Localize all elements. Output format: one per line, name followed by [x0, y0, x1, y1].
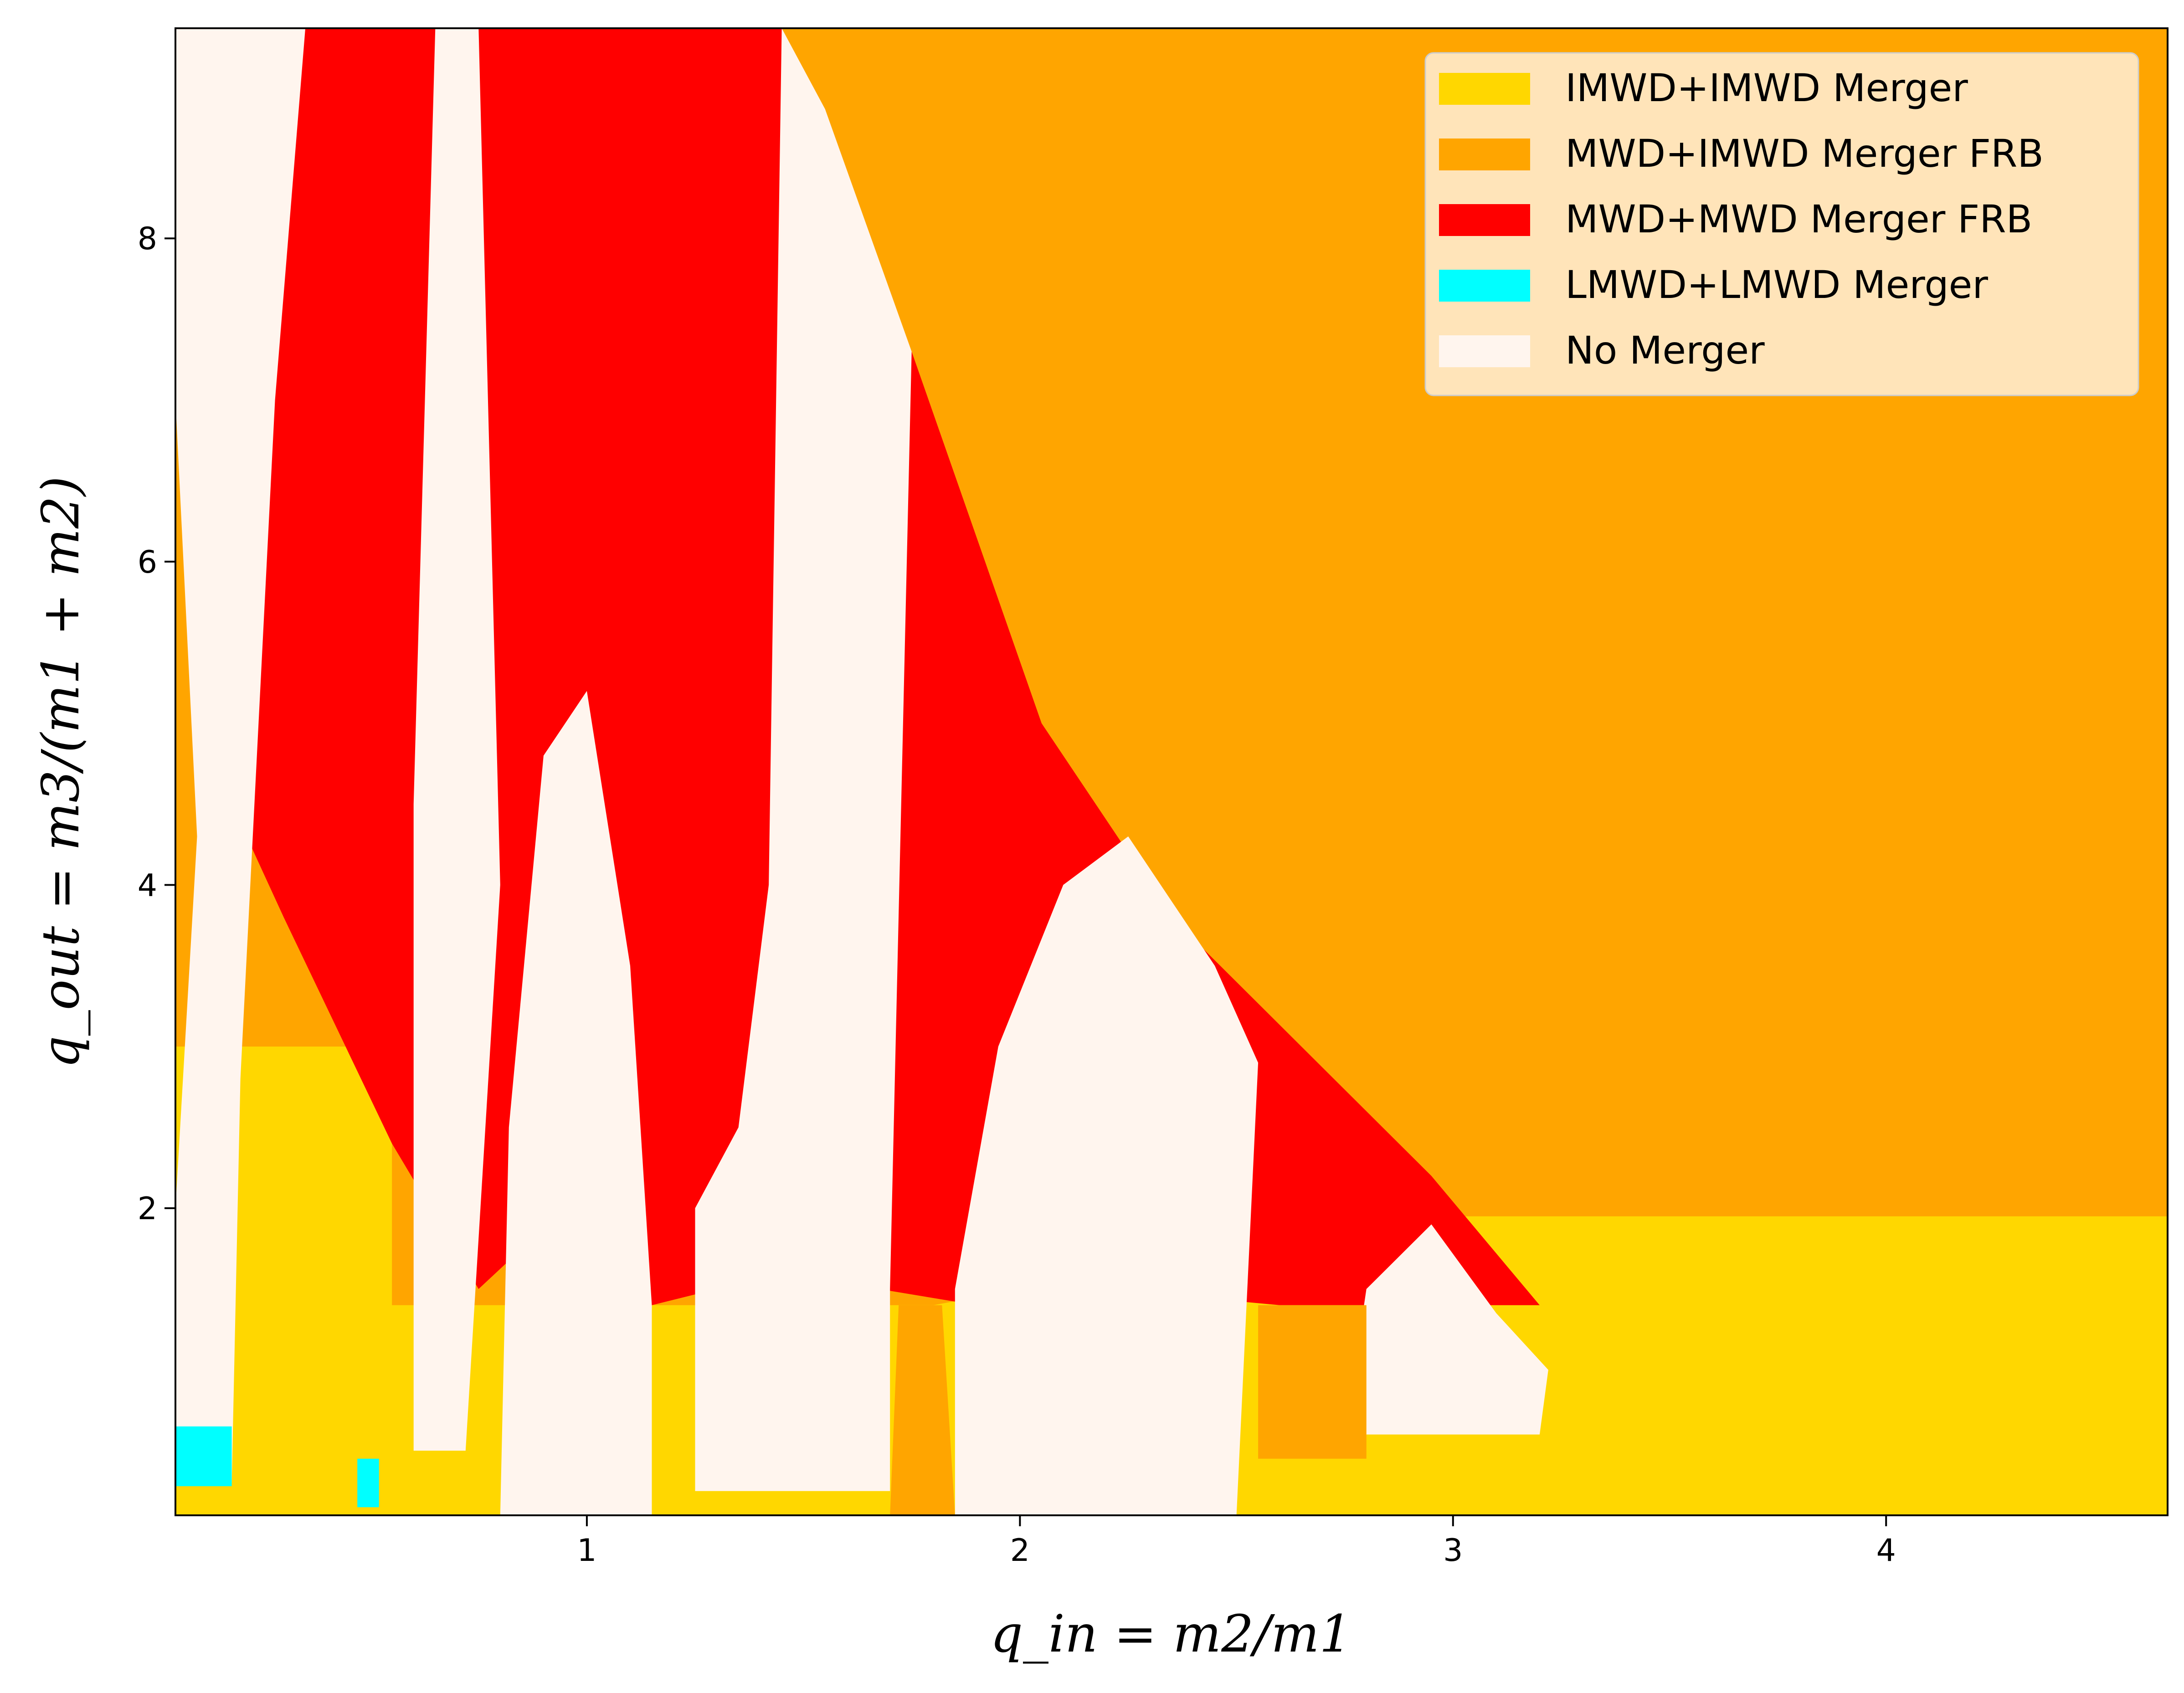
x-tick-label: 4 [1876, 1533, 1896, 1569]
legend-swatch-mwd-mwd-frb [1439, 204, 1530, 236]
legend-label-mwd-imwd-frb: MWD+IMWD Merger FRB [1565, 131, 2044, 176]
legend-box [1424, 52, 2139, 396]
x-axis-label: q_in = m2/m1 [990, 1605, 1352, 1664]
y-tick-label: 6 [138, 544, 157, 580]
region-mwd-imwd-frb-11 [1258, 1305, 1367, 1459]
legend-label-lmwd-lmwd: LMWD+LMWD Merger [1565, 262, 1988, 307]
y-axis-label: q_out = m3/(m1 + m2) [31, 476, 91, 1068]
heatmap-regions [175, 28, 2168, 1515]
legend-label-no-merger: No Merger [1565, 328, 1765, 373]
region-lmwd-lmwd-12 [175, 1426, 232, 1487]
y-tick-label: 4 [138, 867, 157, 903]
legend-label-imwd-imwd: IMWD+IMWD Merger [1565, 66, 1968, 110]
x-tick-label: 1 [577, 1533, 596, 1569]
region-no-merger-5 [413, 28, 500, 1451]
region-no-merger-7 [695, 28, 912, 1491]
x-tick-label: 2 [1010, 1533, 1030, 1569]
y-tick-label: 2 [138, 1191, 157, 1227]
x-tick-label: 3 [1443, 1533, 1463, 1569]
region-no-merger-8 [955, 836, 1259, 1515]
y-axis-ticks: 2 4 6 8 [138, 221, 175, 1227]
legend: IMWD+IMWD Merger MWD+IMWD Merger FRB MWD+M… [1424, 52, 2139, 396]
region-no-merger-9 [1345, 1224, 1548, 1435]
x-axis-ticks: 1 2 3 4 [577, 1515, 1896, 1569]
legend-swatch-no-merger [1439, 335, 1530, 367]
legend-swatch-imwd-imwd [1439, 73, 1530, 105]
plot-frame [175, 27, 2169, 1516]
region-no-merger-6 [500, 691, 652, 1515]
region-lmwd-lmwd-13 [357, 1458, 379, 1508]
legend-swatch-mwd-imwd-frb [1439, 139, 1530, 170]
region-mwd-imwd-frb-10 [890, 1305, 955, 1515]
legend-label-mwd-mwd-frb: MWD+MWD Merger FRB [1565, 197, 2032, 241]
region-no-merger-4 [175, 28, 306, 1483]
legend-swatch-lmwd-lmwd [1439, 270, 1530, 302]
y-tick-label: 8 [138, 221, 157, 257]
